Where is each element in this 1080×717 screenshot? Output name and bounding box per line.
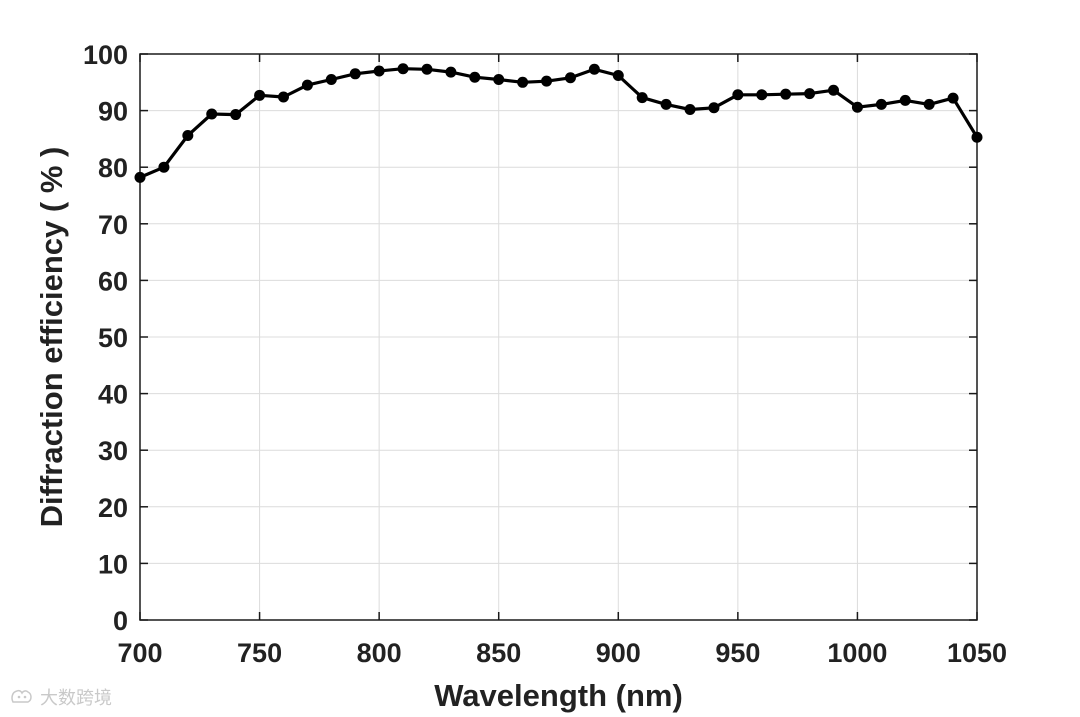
data-point: [182, 130, 194, 142]
y-tick-label: 100: [83, 40, 128, 70]
data-point: [397, 63, 409, 75]
data-point: [828, 84, 840, 96]
data-point: [493, 73, 505, 85]
x-tick-label: 900: [596, 638, 641, 668]
data-point: [708, 102, 720, 114]
data-point: [254, 89, 266, 101]
data-point: [349, 68, 361, 80]
data-point: [923, 98, 935, 110]
data-point: [564, 72, 576, 84]
data-point: [325, 73, 337, 85]
data-point: [277, 91, 289, 103]
data-point: [899, 94, 911, 106]
watermark: 大数跨境: [10, 684, 112, 710]
y-axis-label: Diffraction efficiency ( % ): [34, 147, 69, 528]
y-tick-label: 30: [98, 436, 128, 466]
data-point: [517, 76, 529, 88]
data-point: [469, 71, 481, 83]
x-tick-label: 850: [476, 638, 521, 668]
grid-lines: [139, 53, 978, 621]
data-point: [541, 75, 553, 87]
data-point: [421, 63, 433, 75]
x-tick-label: 800: [357, 638, 402, 668]
y-tick-label: 70: [98, 210, 128, 240]
y-tick-label: 80: [98, 153, 128, 183]
data-point: [612, 70, 624, 82]
data-point: [206, 108, 218, 120]
data-point: [158, 161, 170, 173]
data-point: [301, 79, 313, 91]
data-point: [732, 89, 744, 101]
data-point: [445, 66, 457, 78]
watermark-logo-icon: [11, 689, 32, 703]
data-point: [134, 171, 146, 183]
x-tick-label: 1000: [827, 638, 887, 668]
y-tick-label: 20: [98, 493, 128, 523]
x-axis-label: Wavelength (nm): [434, 678, 683, 713]
y-tick-label: 60: [98, 266, 128, 296]
y-axis: 0 10 20 30 40 50 60 70 80 90 100: [83, 40, 977, 636]
y-tick-label: 10: [98, 549, 128, 579]
y-tick-label: 40: [98, 380, 128, 410]
data-point: [660, 98, 672, 110]
data-point: [947, 92, 959, 104]
x-axis: 700 750 800 850 900 950 1000 1050: [117, 54, 1007, 668]
data-point: [756, 89, 768, 101]
data-points: [134, 63, 983, 183]
data-point: [875, 98, 887, 110]
data-point: [851, 101, 863, 113]
data-point: [804, 88, 816, 100]
data-point: [373, 65, 385, 77]
x-tick-label: 750: [237, 638, 282, 668]
x-tick-label: 700: [117, 638, 162, 668]
data-point: [684, 103, 696, 115]
series-line: [139, 67, 979, 179]
y-tick-label: 50: [98, 323, 128, 353]
data-point: [780, 88, 792, 100]
x-tick-label: 1050: [947, 638, 1007, 668]
y-tick-label: 90: [98, 97, 128, 127]
y-tick-label: 0: [113, 606, 128, 636]
watermark-text: 大数跨境: [40, 688, 112, 709]
data-point: [588, 63, 600, 75]
x-tick-label: 950: [715, 638, 760, 668]
data-point: [230, 109, 242, 121]
data-point: [636, 92, 648, 104]
data-point: [971, 131, 983, 143]
